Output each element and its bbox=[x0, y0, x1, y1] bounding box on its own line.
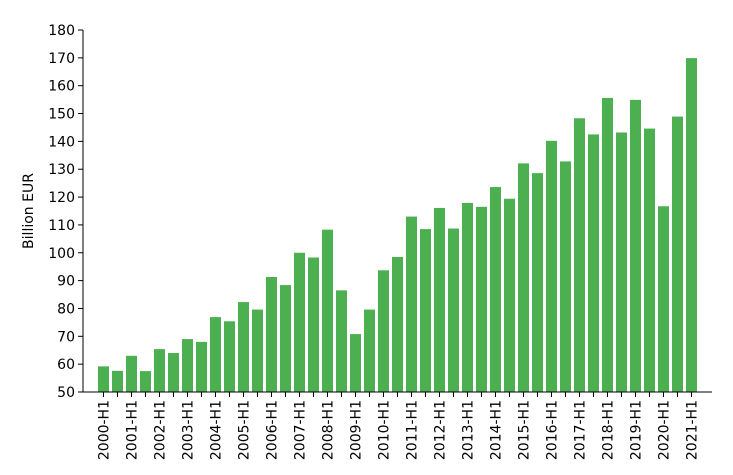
y-tick-label: 170 bbox=[48, 51, 75, 67]
x-axis: 2000-H1 2001-H1 2002-H1 2003-H1 2004-H1 2005-… bbox=[83, 391, 712, 460]
bar-2017-H2 bbox=[588, 134, 599, 393]
bar-2010-H1 bbox=[378, 270, 389, 392]
bar-2013-H1 bbox=[462, 202, 473, 392]
bar-2015-H2 bbox=[532, 173, 543, 392]
y-axis-label: Billion EUR bbox=[21, 173, 37, 249]
bar-2016-H2 bbox=[560, 161, 571, 392]
x-tick-label: 2002-H1 bbox=[153, 400, 169, 460]
bar-2008-H2 bbox=[336, 290, 347, 392]
bar-2011-H1 bbox=[406, 216, 417, 392]
y-tick-label: 140 bbox=[48, 134, 75, 150]
x-tick-label: 2006-H1 bbox=[265, 400, 281, 460]
bar-2002-H2 bbox=[168, 353, 179, 392]
bar-2012-H1 bbox=[434, 207, 445, 392]
bar-2015-H1 bbox=[518, 163, 529, 392]
x-tick-label: 2013-H1 bbox=[461, 400, 477, 460]
bar-2003-H1 bbox=[182, 339, 193, 392]
bar-2003-H2 bbox=[196, 341, 207, 392]
y-tick-label: 110 bbox=[48, 218, 75, 234]
bar-2014-H2 bbox=[504, 198, 515, 392]
y-tick-label: 80 bbox=[57, 301, 75, 317]
bar-2019-H1 bbox=[630, 99, 641, 392]
y-axis: 50 60 70 80 90 100 110 120 130 140 150 160 170 180 bbox=[48, 23, 84, 401]
y-tick-label: 180 bbox=[48, 23, 75, 39]
bar-2011-H2 bbox=[420, 229, 431, 392]
bar-2001-H1 bbox=[126, 355, 137, 392]
bar-2002-H1 bbox=[154, 349, 165, 392]
bar-2005-H1 bbox=[238, 302, 249, 392]
x-tick-label: 2016-H1 bbox=[545, 400, 561, 460]
x-tick-label: 2001-H1 bbox=[125, 400, 141, 460]
y-tick-label: 160 bbox=[48, 79, 75, 95]
x-tick-label: 2009-H1 bbox=[349, 400, 365, 460]
bar-2001-H2 bbox=[140, 371, 151, 392]
x-tick-label: 2019-H1 bbox=[629, 400, 645, 460]
x-tick-label: 2012-H1 bbox=[433, 400, 449, 460]
bar-2004-H2 bbox=[224, 321, 235, 392]
bar-2008-H1 bbox=[322, 229, 333, 392]
bar-2020-H2 bbox=[672, 116, 683, 392]
bar-2020-H1 bbox=[658, 206, 669, 392]
bar-2017-H1 bbox=[574, 118, 585, 393]
bar-2004-H1 bbox=[210, 317, 221, 392]
x-tick-label: 2003-H1 bbox=[181, 400, 197, 460]
bar-2021-H1 bbox=[686, 58, 697, 393]
y-tick-label: 120 bbox=[48, 190, 75, 206]
bar-2018-H1 bbox=[602, 97, 613, 392]
y-tick-label: 90 bbox=[57, 274, 75, 290]
x-tick-label: 2004-H1 bbox=[209, 400, 225, 460]
bar-2006-H2 bbox=[280, 285, 291, 392]
x-tick-label: 2000-H1 bbox=[97, 400, 113, 460]
bar-2019-H2 bbox=[644, 128, 655, 392]
y-tick-label: 100 bbox=[48, 246, 75, 262]
x-tick-label: 2020-H1 bbox=[657, 400, 673, 460]
x-tick-label: 2005-H1 bbox=[237, 400, 253, 460]
y-tick-label: 50 bbox=[57, 385, 75, 401]
x-tick-label: 2011-H1 bbox=[405, 400, 421, 460]
bar-2009-H2 bbox=[364, 309, 375, 392]
bar-2018-H2 bbox=[616, 132, 627, 392]
y-tick-label: 150 bbox=[48, 107, 75, 123]
bar-2000-H2 bbox=[112, 370, 123, 392]
x-tick-label: 2007-H1 bbox=[293, 400, 309, 460]
bar-2014-H1 bbox=[490, 187, 501, 392]
y-tick-label: 70 bbox=[57, 329, 75, 345]
y-tick-label: 130 bbox=[48, 162, 75, 178]
bar-2006-H1 bbox=[266, 277, 277, 392]
bar-2007-H1 bbox=[294, 252, 305, 392]
x-tick-label: 2021-H1 bbox=[685, 400, 701, 460]
x-tick-label: 2010-H1 bbox=[377, 400, 393, 460]
x-tick-label: 2017-H1 bbox=[573, 400, 589, 460]
x-tick-label: 2008-H1 bbox=[321, 400, 337, 460]
x-tick-label: 2014-H1 bbox=[489, 400, 505, 460]
bar-2013-H2 bbox=[476, 206, 487, 392]
bar-2007-H2 bbox=[308, 257, 319, 392]
bar-2000-H1 bbox=[98, 366, 109, 392]
bar-2005-H2 bbox=[252, 309, 263, 392]
bar-2016-H1 bbox=[546, 140, 557, 392]
bars-group bbox=[98, 58, 697, 393]
bar-2012-H2 bbox=[448, 228, 459, 392]
y-tick-label: 60 bbox=[57, 357, 75, 373]
bar-2009-H1 bbox=[350, 334, 361, 392]
bar-2010-H2 bbox=[392, 256, 403, 392]
x-tick-label: 2018-H1 bbox=[601, 400, 617, 460]
x-tick-label: 2015-H1 bbox=[517, 400, 533, 460]
